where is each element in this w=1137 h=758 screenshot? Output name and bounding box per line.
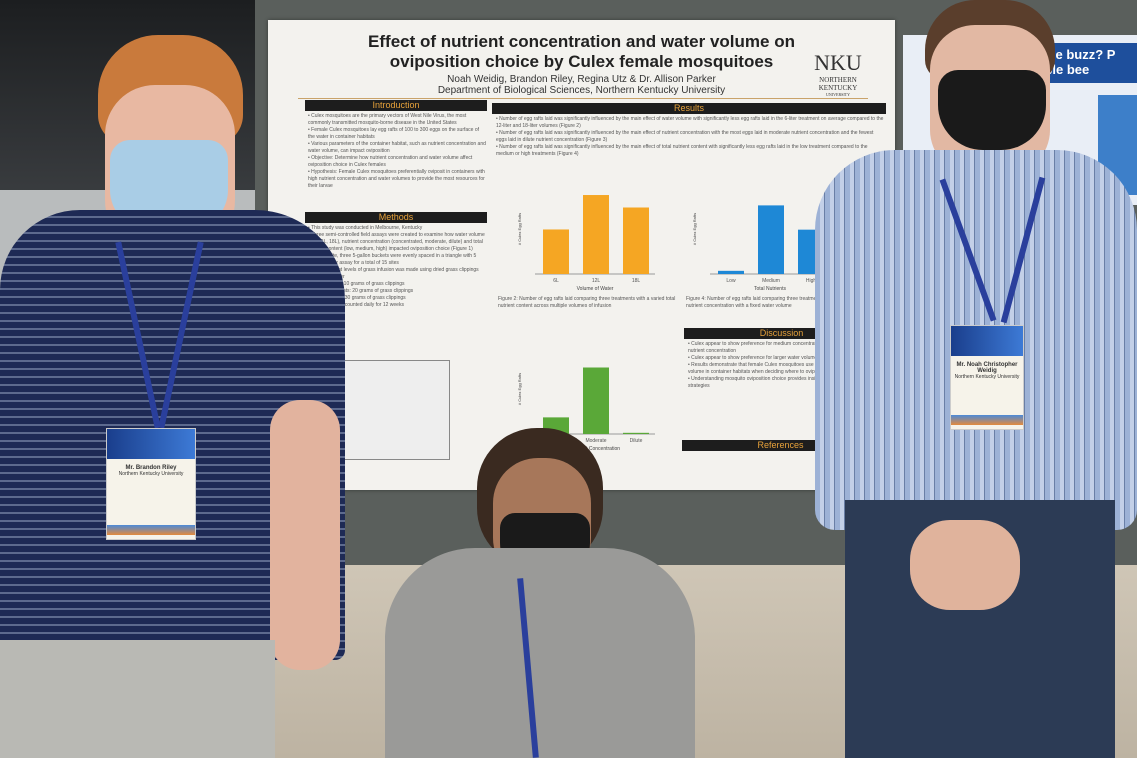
arm: [270, 400, 340, 670]
tick-label: 18L: [632, 278, 641, 284]
x-axis-label: Total Nutrients: [754, 286, 786, 292]
bar-dilute: [623, 432, 649, 434]
logo-line3: UNIVERSITY: [826, 92, 850, 97]
poster-authors: Noah Weidig, Brandon Riley, Regina Utz &…: [447, 74, 716, 85]
bar-12l: [583, 195, 609, 274]
bullet-text: Low nutrients: 10 grams of grass clippin…: [311, 281, 405, 287]
badge-name: Mr. Noah Christopher Weidig: [956, 362, 1018, 374]
badge-affiliation: Northern Kentucky University: [954, 374, 1020, 380]
y-axis-label: # Culex Egg Rafts: [692, 213, 697, 245]
bullet-item: • Results demonstrate that female Culex …: [688, 362, 869, 375]
bullet-text: Egg rafts were counted daily for 12 week…: [311, 302, 404, 308]
poster-department: Department of Biological Sciences, North…: [437, 85, 726, 96]
bullet-text: Culex appear to show preference for larg…: [691, 355, 820, 361]
bullet-item: • Culex appear to show preference for la…: [688, 355, 820, 361]
bullet-item: • Culex appear to show preference for me…: [688, 341, 864, 354]
person-right: Mr. Noah Christopher Weidig Northern Ken…: [815, 0, 1137, 758]
bar-6l: [543, 229, 569, 274]
bullet-item: • Understanding mosquito oviposition cho…: [688, 376, 870, 389]
bullet-text: Various parameters of the container habi…: [308, 141, 486, 154]
gray-sweater: [385, 548, 695, 758]
logo-line1: NORTHERN: [819, 76, 857, 84]
badge-affiliation: Northern Kentucky University: [118, 471, 184, 477]
badge-stripe: [107, 525, 195, 535]
badge-banner: [107, 429, 195, 459]
tick-label: 12L: [592, 278, 601, 284]
figure2-caption: Figure 2: Number of egg rafts laid compa…: [498, 296, 676, 309]
bullet-text: Results demonstrate that female Culex mo…: [688, 362, 869, 375]
bullet-item: • Female Culex mosquitoes lay egg rafts …: [308, 127, 480, 140]
title-divider: [298, 98, 868, 99]
figure2-chart: 6L 12L 18L Volume of Water # Culex Egg Rafts: [517, 195, 655, 292]
bar-low: [718, 270, 744, 274]
bar-18l: [623, 207, 649, 274]
bullet-text: Three semi-controlled field assays were …: [308, 232, 485, 252]
poster-title-line1: Effect of nutrient concentration and wat…: [368, 32, 795, 51]
tick-label: 6L: [553, 278, 559, 284]
badge-banner: [951, 326, 1023, 356]
results-list: • Number of egg rafts laid was significa…: [496, 116, 884, 158]
bullet-text: This study was conducted in Melbourne, K…: [311, 225, 423, 231]
introduction-header: Introduction: [305, 100, 487, 111]
nku-logo: NKU NORTHERN KENTUCKY UNIVERSITY: [808, 50, 868, 97]
bar-medium: [758, 205, 784, 274]
bullet-text: Number of egg rafts laid was significant…: [496, 144, 868, 157]
tick-label: High: [806, 278, 817, 284]
x-axis-label: Volume of Water: [577, 286, 614, 292]
tick-label: Low: [726, 278, 736, 284]
references-header: References: [682, 440, 879, 451]
person-middle: [385, 428, 695, 758]
name-badge-left: Mr. Brandon Riley Northern Kentucky Univ…: [106, 428, 196, 540]
y-axis-label: # Culex Egg Rafts: [517, 213, 522, 245]
logo-line2: KENTUCKY: [818, 84, 858, 92]
results-header: Results: [492, 103, 886, 114]
intro-list: • Culex mosquitoes are the primary vecto…: [308, 113, 486, 190]
tick-label: Moderate: [585, 438, 606, 444]
name-badge-right: Mr. Noah Christopher Weidig Northern Ken…: [950, 325, 1024, 430]
badge-stripe: [951, 415, 1023, 425]
face-mask: [938, 70, 1046, 150]
badge-name: Mr. Brandon Riley: [125, 465, 177, 471]
discussion-list: • Culex appear to show preference for me…: [688, 341, 878, 390]
figure4-caption: Figure 4: Number of egg rafts laid compa…: [686, 296, 859, 309]
person-left: Mr. Brandon Riley Northern Kentucky Univ…: [0, 30, 350, 758]
bullet-item: • Hypothesis: Female Culex mosquitoes pr…: [308, 169, 485, 189]
bullet-text: Number of egg rafts laid was significant…: [496, 116, 884, 129]
bullet-item: • Various parameters of the container ha…: [308, 141, 486, 154]
figure4-chart: Low Medium High Total Nutrients # Culex Egg …: [692, 205, 830, 292]
bullet-text: High nutrients: 30 grams of grass clippi…: [311, 295, 406, 301]
x-axis-label: Nutrient Concentration: [570, 446, 620, 452]
bar-moderate: [583, 367, 609, 434]
logo-mark: NKU: [814, 50, 862, 75]
bullet-item: • Objective: Determine how nutrient conc…: [308, 155, 473, 168]
bullet-item: • Number of egg rafts laid was significa…: [496, 144, 868, 157]
tick-label: Medium: [762, 278, 780, 284]
bullet-text: Number of egg rafts laid was significant…: [496, 130, 874, 143]
bullet-text: Hypothesis: Female Culex mosquitoes pref…: [308, 169, 485, 189]
bullet-item: • Number of egg rafts laid was significa…: [496, 130, 874, 143]
bullet-text: Female Culex mosquitoes lay egg rafts of…: [308, 127, 480, 140]
bullet-item: • Culex mosquitoes are the primary vecto…: [308, 113, 467, 126]
hands: [910, 520, 1020, 610]
bullet-item: • Number of egg rafts laid was significa…: [496, 116, 884, 129]
bullet-text: Culex mosquitoes are the primary vectors…: [308, 113, 467, 126]
methods-header: Methods: [305, 212, 487, 223]
y-axis-label: # Culex Egg Rafts: [517, 373, 522, 405]
discussion-header: Discussion: [684, 328, 879, 339]
bullet-text: Medium nutrients: 20 grams of grass clip…: [311, 288, 414, 294]
bullet-text: Culex appear to show preference for medi…: [688, 341, 864, 354]
research-poster: Effect of nutrient concentration and wat…: [268, 20, 895, 490]
pants: [0, 640, 275, 758]
bullet-text: At each site, three 5-gallon buckets wer…: [308, 253, 477, 266]
tick-label: Dilute: [630, 438, 643, 444]
bullet-text: Objective: Determine how nutrient concen…: [308, 155, 473, 168]
poster-title-line2: oviposition choice by Culex female mosqu…: [389, 52, 774, 71]
bullet-text: Understanding mosquito oviposition choic…: [688, 376, 870, 389]
